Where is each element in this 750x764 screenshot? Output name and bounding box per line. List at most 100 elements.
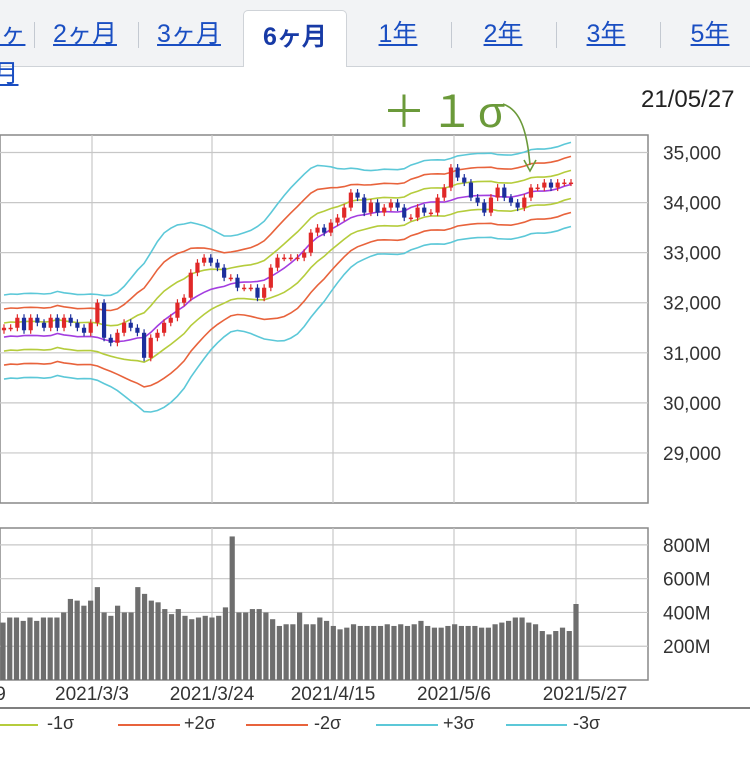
plus3-sigma-line [3,141,572,297]
price-tick-label: 32,000 [663,294,721,315]
volume-bar [108,615,114,680]
tab-6-months[interactable]: 6ヶ月 [243,10,347,67]
legend-minus2-sigma: -2σ [314,713,342,733]
candle-body [208,257,213,263]
candle-body [488,197,494,213]
candle-body [235,277,240,288]
volume-bar [270,619,276,680]
candle-body [348,192,353,208]
candle-body [368,202,373,213]
candle-body [115,332,120,343]
tab-separator [138,22,139,48]
candle-body [522,197,527,208]
volume-bar [418,620,424,680]
volume-tick-label: 800M [663,536,711,557]
candle-body [568,182,574,185]
volume-bar [377,625,384,680]
candle-body [475,197,480,203]
candle-body [562,182,567,185]
volume-bar [485,627,491,680]
candle-body [395,202,400,208]
volume-bar [27,617,33,680]
volume-bar [276,625,282,680]
date-x-axis: /9 2021/3/3 2021/3/24 2021/4/15 2021/5/6 2021… [0,684,750,709]
candle-body [482,202,487,213]
candle-body [462,177,467,183]
volume-bar [350,624,357,680]
candle-body [242,287,247,290]
chart-date-label: 21/05/27 [641,86,735,113]
candle-body [35,317,40,323]
candle-body [288,257,293,260]
price-tick-label: 29,000 [663,444,721,465]
candle-body [382,207,387,213]
volume-bar [323,620,330,680]
candle-body [502,187,507,198]
volume-bar [566,631,572,680]
volume-bar [13,617,20,680]
candle-body [95,302,100,323]
volume-bar [330,625,336,680]
candle-body [282,257,287,260]
price-tick-label: 31,000 [663,344,721,365]
volume-bar [546,634,552,680]
candle-body [101,302,107,338]
price-tick-label: 35,000 [663,144,721,165]
candle-body [202,257,207,263]
candle-body [8,327,13,330]
tab-separator [34,22,35,48]
tab-2-years[interactable]: 2年 [483,20,523,48]
volume-bar [559,627,566,680]
volume-bar [155,602,161,680]
volume-bar [128,612,134,680]
candle-body [15,317,20,328]
candle-body [161,322,167,333]
price-tick-label: 30,000 [663,394,721,415]
volume-bar [175,609,181,680]
volume-tick-label: 400M [663,603,711,624]
legend-plus3-sigma: +3σ [443,713,475,733]
candle-body [295,257,300,260]
volume-bar [553,631,559,680]
tab-5-years[interactable]: 5年 [690,20,730,48]
volume-bar [472,625,478,680]
candle-body [48,317,53,328]
tab-2-months[interactable]: 2ヶ月 [53,20,117,48]
candle-body [362,197,367,213]
volume-bar [519,617,525,680]
volume-bar [94,587,100,680]
tab-1-year[interactable]: 1年 [378,20,418,48]
candle-body [121,322,127,333]
volume-bar [47,617,53,680]
minus1-sigma-line [3,197,572,364]
candle-body [542,182,547,188]
candle-body [548,182,554,188]
volume-bar [398,624,404,680]
tab-3-months[interactable]: 3ヶ月 [157,20,221,48]
volume-bar [263,612,269,680]
volume-bar [310,624,316,680]
tab-1-month[interactable]: 1ヶ月 [0,20,26,88]
candle-body [148,337,153,358]
candle-body [302,252,307,258]
volume-bar [74,600,80,680]
volume-bar [526,622,532,680]
candle-body [135,327,140,333]
candle-body [435,197,440,213]
annotation-arrowhead [523,159,537,173]
candle-body [262,287,267,298]
date-tick-label: 2021/5/6 [417,684,491,705]
volume-bar [532,624,539,680]
volume-bar [229,536,235,680]
volume-bar [243,612,249,680]
candle-body [248,287,253,290]
candle-body [141,332,147,358]
price-tick-label: 33,000 [663,244,721,265]
volume-bars [0,536,579,680]
volume-bar [465,625,471,680]
tab-3-years[interactable]: 3年 [586,20,626,48]
volume-bar [290,624,296,680]
minus2-sigma-line [3,211,572,388]
candle-body [75,322,80,328]
tab-separator [660,22,661,48]
